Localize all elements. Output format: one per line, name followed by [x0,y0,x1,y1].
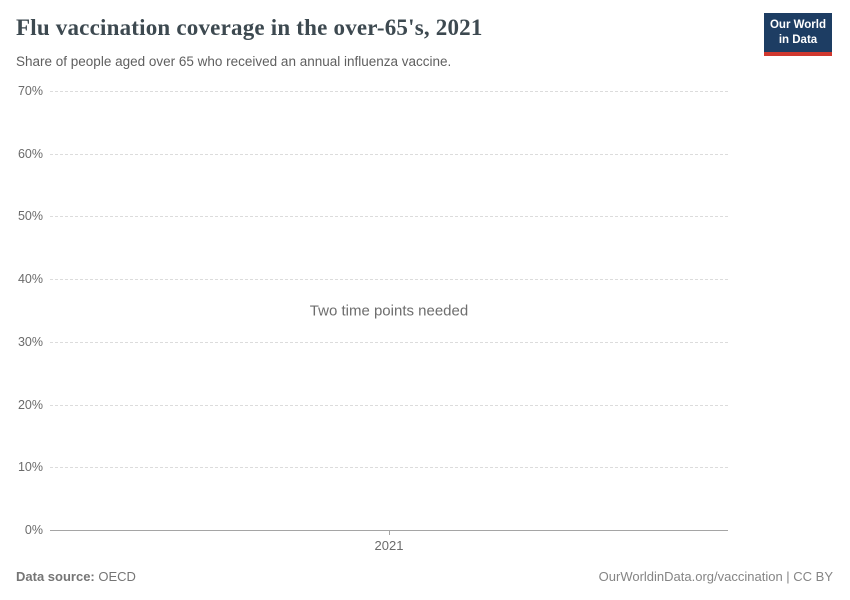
owid-logo-line2: in Data [778,33,818,46]
y-tick-label: 60% [17,146,43,161]
y-tick-label: 10% [17,460,43,475]
chart-footer: Data source: OECD OurWorldinData.org/vac… [16,569,833,584]
x-axis-tick [389,530,390,535]
chart-subtitle: Share of people aged over 65 who receive… [16,54,452,69]
data-source-value: OECD [98,569,136,584]
gridline: 70% [18,84,728,98]
data-source: Data source: OECD [16,569,136,584]
gridline: 40% [18,272,728,286]
attribution-link[interactable]: OurWorldinData.org/vaccination | CC BY [598,569,833,584]
gridline: 60% [18,147,728,161]
gridline: 50% [18,209,728,223]
y-tick-label: 50% [17,209,43,224]
plot-area: 2021 Two time points needed 70% 60% 50% 40%… [18,84,728,553]
y-tick-label: 70% [17,84,43,98]
chart-title: Flu vaccination coverage in the over-65'… [16,15,483,40]
y-tick-label: 0% [24,523,43,537]
gridline: 20% [18,398,728,412]
owid-logo[interactable]: Our World in Data [764,13,832,56]
y-tick-label: 20% [17,397,43,412]
x-tick-label: 2021 [374,538,404,553]
gridline: 30% [18,335,728,349]
y-tick-label: 40% [17,272,43,287]
data-source-label: Data source: [16,569,95,584]
x-axis-line: 0% [25,523,728,537]
y-tick-label: 30% [17,334,43,349]
gridline: 10% [18,460,728,474]
owid-logo-line1: Our World [769,19,826,31]
no-data-message: Two time points needed [309,302,469,319]
